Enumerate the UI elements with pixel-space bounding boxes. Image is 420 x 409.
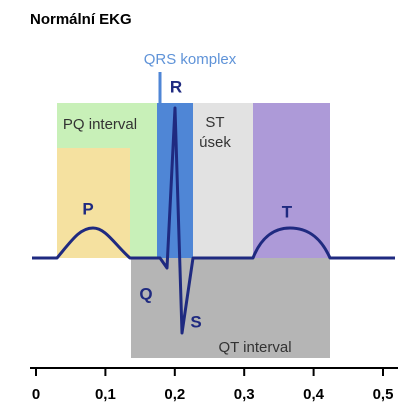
p-region	[57, 148, 130, 258]
title: Normální EKG	[30, 11, 132, 28]
tick-label: 0,3	[234, 386, 255, 403]
st-label: ST	[205, 114, 224, 131]
tick-label: 0,1	[95, 386, 116, 403]
st-label: úsek	[199, 134, 231, 151]
wave-label: R	[170, 77, 182, 96]
qt-region	[131, 258, 330, 358]
wave-label: P	[82, 199, 93, 218]
st-region	[193, 103, 253, 258]
wave-label: T	[282, 202, 293, 221]
wave-label: Q	[139, 284, 152, 303]
tick-label: 0,5	[373, 386, 394, 403]
pq-label: PQ interval	[63, 116, 137, 133]
qrs-label: QRS komplex	[144, 51, 237, 68]
tick-label: 0,2	[164, 386, 185, 403]
ekg-trace	[32, 106, 395, 335]
t-region	[253, 103, 330, 258]
tick-label: 0,4	[303, 386, 325, 403]
tick-label: 0	[32, 386, 40, 403]
qt-label: QT interval	[218, 339, 291, 356]
wave-label: S	[190, 312, 201, 331]
